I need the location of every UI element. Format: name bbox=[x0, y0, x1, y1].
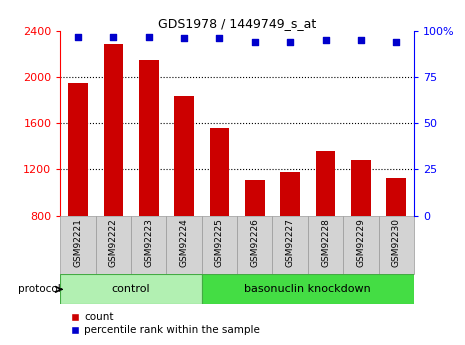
Bar bbox=[316, 151, 335, 216]
Point bbox=[251, 39, 259, 45]
Bar bbox=[166, 216, 202, 274]
Text: GSM92225: GSM92225 bbox=[215, 218, 224, 267]
Text: GSM92227: GSM92227 bbox=[286, 218, 295, 267]
Bar bbox=[139, 60, 159, 216]
Point bbox=[357, 38, 365, 43]
Text: basonuclin knockdown: basonuclin knockdown bbox=[245, 284, 371, 294]
Point bbox=[322, 38, 329, 43]
Bar bbox=[379, 216, 414, 274]
Text: GSM92229: GSM92229 bbox=[356, 218, 365, 267]
Bar bbox=[104, 44, 123, 216]
Title: GDS1978 / 1449749_s_at: GDS1978 / 1449749_s_at bbox=[158, 17, 316, 30]
Text: GSM92221: GSM92221 bbox=[73, 218, 83, 267]
Bar bbox=[68, 83, 88, 216]
Bar bbox=[272, 216, 308, 274]
Bar bbox=[174, 96, 194, 216]
Text: GSM92223: GSM92223 bbox=[144, 218, 153, 267]
Point bbox=[110, 34, 117, 39]
Legend: count, percentile rank within the sample: count, percentile rank within the sample bbox=[66, 308, 265, 339]
Point bbox=[392, 39, 400, 45]
Bar bbox=[280, 172, 300, 216]
Text: GSM92228: GSM92228 bbox=[321, 218, 330, 267]
Bar bbox=[96, 216, 131, 274]
Point bbox=[180, 36, 188, 41]
Point bbox=[286, 39, 294, 45]
Bar bbox=[60, 216, 96, 274]
Bar bbox=[237, 216, 272, 274]
Point bbox=[74, 34, 82, 39]
Text: GSM92230: GSM92230 bbox=[392, 218, 401, 267]
Text: control: control bbox=[112, 284, 151, 294]
Bar bbox=[245, 180, 265, 216]
Bar bbox=[343, 216, 379, 274]
Text: GSM92224: GSM92224 bbox=[179, 218, 189, 267]
Point bbox=[145, 34, 153, 39]
Bar bbox=[202, 274, 414, 304]
Bar bbox=[386, 178, 406, 216]
Bar bbox=[351, 160, 371, 216]
Text: protocol: protocol bbox=[18, 284, 60, 294]
Text: GSM92222: GSM92222 bbox=[109, 218, 118, 267]
Bar bbox=[131, 216, 166, 274]
Text: GSM92226: GSM92226 bbox=[250, 218, 259, 267]
Point bbox=[216, 36, 223, 41]
Bar bbox=[202, 216, 237, 274]
Bar bbox=[210, 128, 229, 216]
Bar bbox=[308, 216, 343, 274]
Bar bbox=[60, 274, 202, 304]
